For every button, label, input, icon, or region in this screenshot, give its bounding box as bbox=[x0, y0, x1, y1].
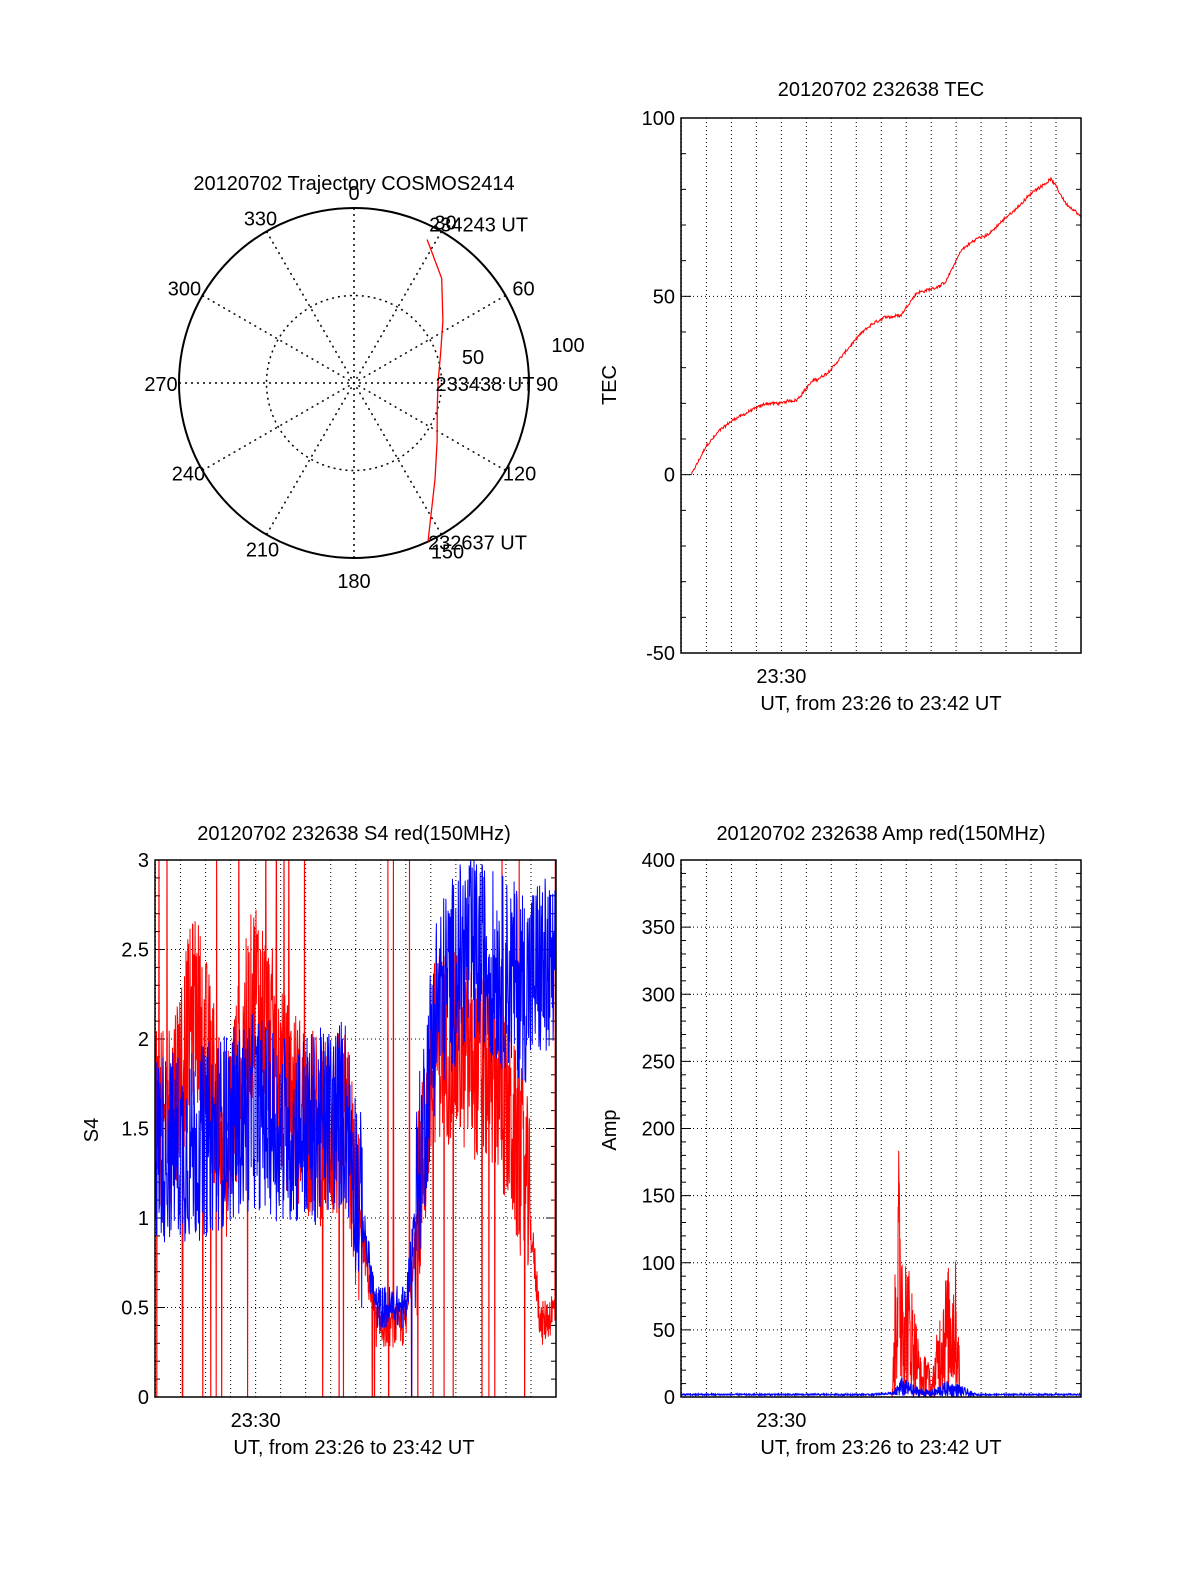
amp-panel: 20120702 232638 Amp red(150MHz) UT, from… bbox=[599, 823, 1082, 1459]
series-line bbox=[681, 1377, 1081, 1397]
y-tick-label: 150 bbox=[642, 1186, 675, 1208]
polar-angle-label: 90 bbox=[536, 374, 558, 396]
s4-panel: 20120702 232638 S4 red(150MHz) UT, from … bbox=[81, 823, 557, 1459]
polar-trajectory-line bbox=[426, 239, 444, 542]
polar-angle-label: 120 bbox=[503, 464, 536, 486]
y-tick-label: 350 bbox=[642, 917, 675, 939]
x-tick-label: 23:30 bbox=[231, 1410, 281, 1432]
polar-angle-label: 300 bbox=[168, 279, 201, 301]
s4-title: 20120702 232638 S4 red(150MHz) bbox=[197, 823, 511, 845]
polar-radial-label: 100 bbox=[551, 335, 584, 357]
polar-angle-label: 60 bbox=[512, 279, 534, 301]
y-tick-label: 0 bbox=[138, 1387, 149, 1409]
plot-data-group bbox=[691, 176, 1081, 476]
y-tick-label: 1.5 bbox=[121, 1119, 149, 1141]
tec-panel: 20120702 232638 TEC UT, from 23:26 to 23… bbox=[599, 79, 1082, 715]
y-tick-label: 3 bbox=[138, 850, 149, 872]
y-tick-label: 0 bbox=[664, 1387, 675, 1409]
polar-angle-label: 150 bbox=[431, 542, 464, 564]
y-tick-label: 300 bbox=[642, 984, 675, 1006]
series-line bbox=[155, 860, 556, 1397]
s4-xlabel: UT, from 23:26 to 23:42 UT bbox=[233, 1437, 474, 1459]
polar-time-annotation: 234243 UT bbox=[429, 215, 528, 237]
amp-title: 20120702 232638 Amp red(150MHz) bbox=[716, 823, 1045, 845]
polar-angle-label: 240 bbox=[172, 464, 205, 486]
polar-title: 20120702 Trajectory COSMOS2414 bbox=[193, 173, 514, 195]
polar-radial-gridline bbox=[265, 231, 443, 535]
tec-xlabel: UT, from 23:26 to 23:42 UT bbox=[760, 693, 1001, 715]
tec-ylabel: TEC bbox=[599, 365, 621, 405]
x-tick-label: 23:30 bbox=[756, 1410, 806, 1432]
polar-angle-label: 210 bbox=[246, 540, 279, 562]
y-tick-label: -50 bbox=[646, 643, 675, 665]
plot-frame bbox=[680, 859, 1082, 1398]
x-tick-label: 23:30 bbox=[756, 666, 806, 688]
amp-ylabel: Amp bbox=[599, 1109, 621, 1150]
polar-angle-label: 30 bbox=[434, 212, 456, 234]
y-tick-label: 250 bbox=[642, 1051, 675, 1073]
series-line bbox=[155, 860, 556, 1397]
plot-frame bbox=[680, 117, 1082, 654]
y-tick-label: 50 bbox=[653, 286, 675, 308]
polar-angle-label: 330 bbox=[244, 208, 277, 230]
plot-data-group bbox=[155, 860, 556, 1397]
polar-inner-circle bbox=[265, 294, 443, 472]
s4-ylabel: S4 bbox=[81, 1118, 103, 1142]
y-tick-label: 2 bbox=[138, 1029, 149, 1051]
polar-angle-label: 180 bbox=[337, 571, 370, 593]
y-tick-label: 200 bbox=[642, 1119, 675, 1141]
amp-xlabel: UT, from 23:26 to 23:42 UT bbox=[760, 1437, 1001, 1459]
y-tick-label: 0 bbox=[664, 465, 675, 487]
polar-angle-label: 0 bbox=[348, 183, 359, 205]
tec-title: 20120702 232638 TEC bbox=[778, 79, 984, 101]
y-tick-label: 100 bbox=[642, 1253, 675, 1275]
polar-time-annotation: 232637 UT bbox=[428, 533, 527, 555]
plot-data-group bbox=[681, 1150, 1081, 1397]
polar-trajectory-panel: 20120702 Trajectory COSMOS2414 0 30 60 90 12… bbox=[144, 173, 584, 593]
polar-radial-label: 50 bbox=[462, 347, 484, 369]
y-tick-label: 50 bbox=[653, 1320, 675, 1342]
y-tick-label: 100 bbox=[642, 108, 675, 130]
y-tick-label: 1 bbox=[138, 1208, 149, 1230]
polar-angle-label: 270 bbox=[144, 374, 177, 396]
plot-frame bbox=[154, 859, 557, 1398]
y-tick-label: 0.5 bbox=[121, 1298, 149, 1320]
y-tick-label: 2.5 bbox=[121, 940, 149, 962]
y-tick-label: 400 bbox=[642, 850, 675, 872]
series-line bbox=[691, 176, 1081, 476]
polar-time-annotation: 233438 UT bbox=[436, 374, 535, 396]
